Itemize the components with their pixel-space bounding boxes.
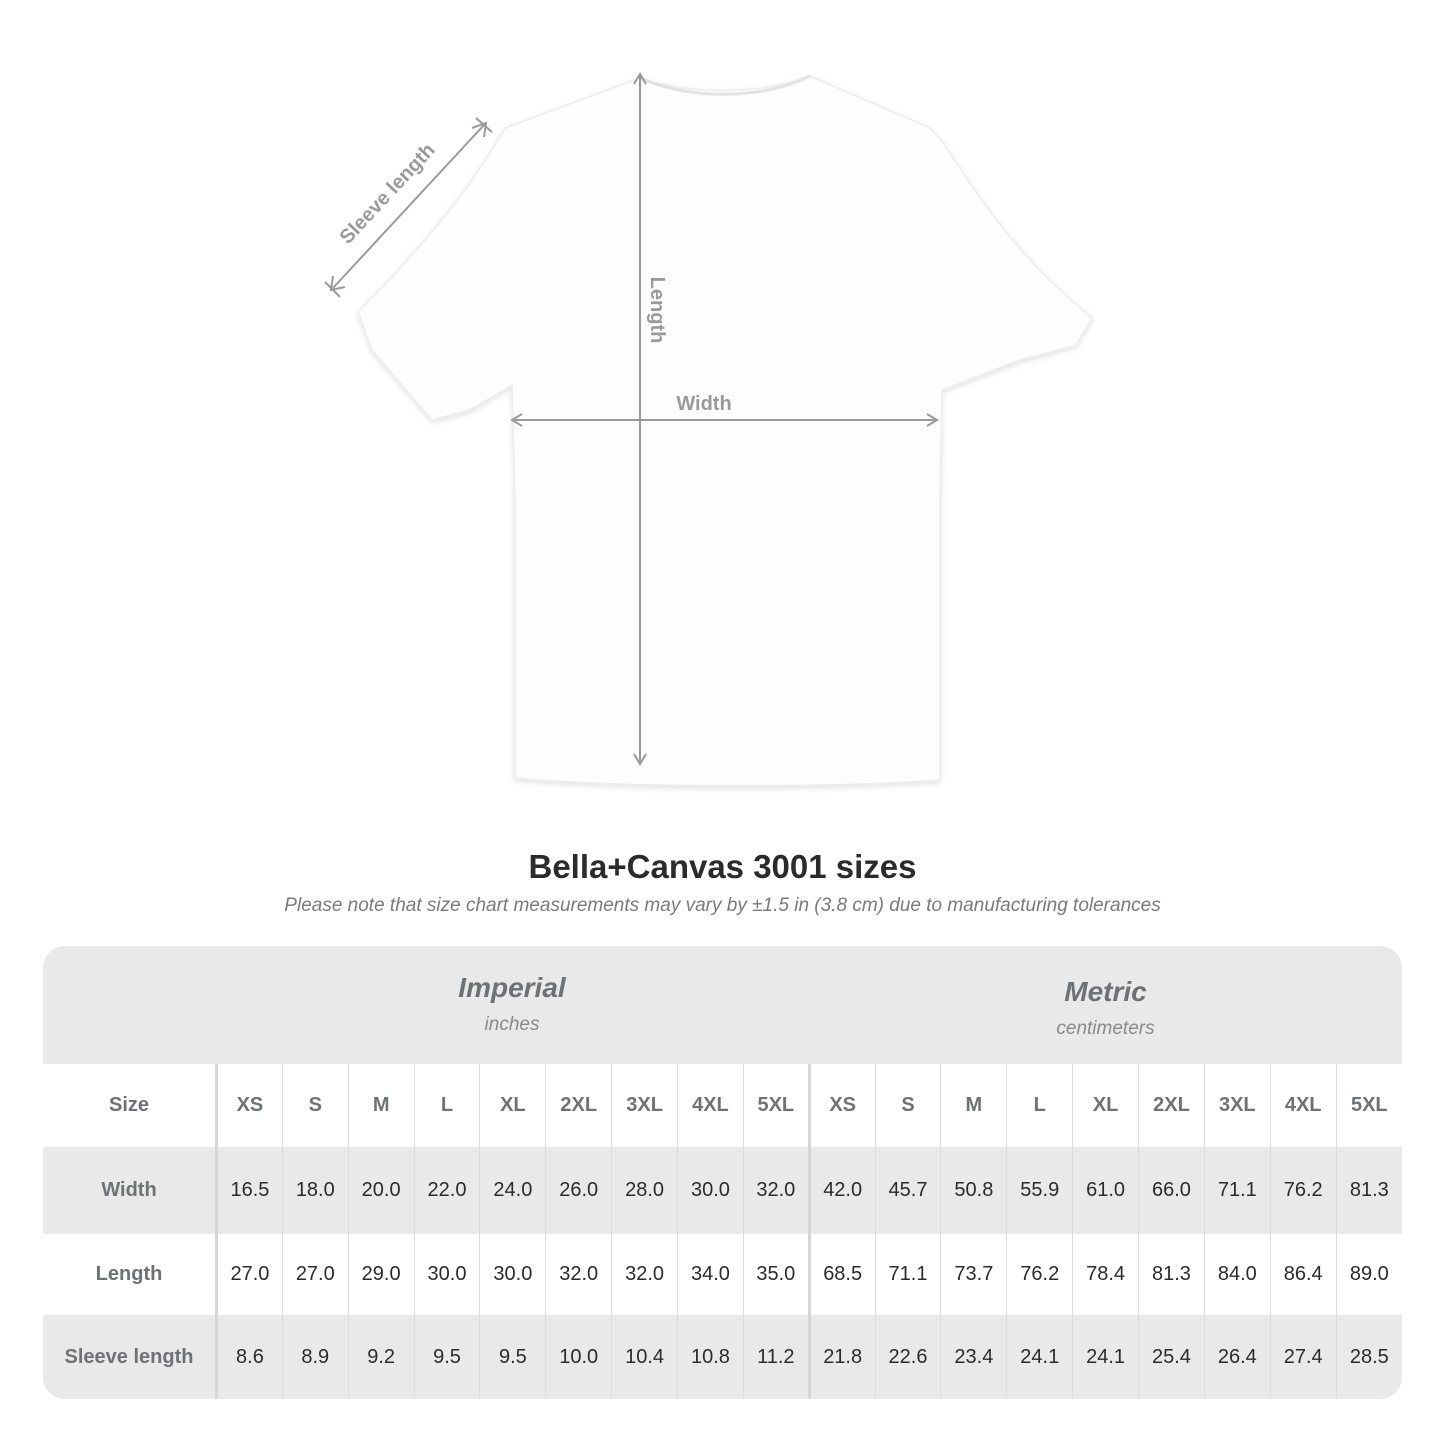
imperial-value-cell: 9.5 — [479, 1315, 546, 1399]
imperial-size-L: L — [413, 1064, 480, 1147]
metric-size-5XL: 5XL — [1335, 1064, 1402, 1147]
imperial-value-cell: 24.0 — [479, 1147, 546, 1234]
metric-value-cell: 78.4 — [1072, 1234, 1139, 1315]
imperial-value-cell: 9.5 — [413, 1315, 480, 1399]
imperial-value-cell: 35.0 — [742, 1234, 810, 1315]
metric-value-cell: 89.0 — [1335, 1234, 1402, 1315]
imperial-value-cell: 27.0 — [281, 1234, 349, 1315]
tolerance-note: Please note that size chart measurements… — [284, 895, 1161, 916]
metric-size-XS: XS — [807, 1064, 876, 1147]
imperial-value-cell: 10.8 — [677, 1315, 744, 1399]
size-label: Size — [43, 1064, 218, 1147]
metric-value-cell: 22.6 — [874, 1315, 941, 1399]
page-title: Bella+Canvas 3001 sizes — [528, 848, 917, 885]
metric-value-cell: 24.1 — [1072, 1315, 1139, 1399]
metric-value-cell: 61.0 — [1072, 1147, 1139, 1234]
metric-value-cell: 50.8 — [940, 1147, 1007, 1234]
metric-size-XL: XL — [1072, 1064, 1139, 1147]
metric-size-4XL: 4XL — [1269, 1064, 1337, 1147]
imperial-value-cell: 30.0 — [479, 1234, 546, 1315]
imperial-size-3XL: 3XL — [611, 1064, 678, 1147]
metric-size-S: S — [874, 1064, 941, 1147]
table-row: Length 27.0 27.0 29.0 30.0 30.0 32.0 32.0 34.0 35… — [43, 1234, 1402, 1315]
sleeve-length-label: Sleeve length — [336, 139, 440, 248]
imperial-value-cell: 29.0 — [347, 1234, 415, 1315]
imperial-size-XS: XS — [216, 1064, 283, 1147]
metric-size-2XL: 2XL — [1138, 1064, 1205, 1147]
row-label: Width — [43, 1147, 218, 1234]
imperial-value-cell: 32.0 — [611, 1234, 678, 1315]
metric-value-cell: 21.8 — [807, 1315, 876, 1399]
imperial-value-cell: 10.4 — [611, 1315, 678, 1399]
imperial-value-cell: 30.0 — [413, 1234, 480, 1315]
metric-value-cell: 25.4 — [1138, 1315, 1205, 1399]
metric-value-cell: 86.4 — [1269, 1234, 1337, 1315]
metric-value-cell: 73.7 — [940, 1234, 1007, 1315]
metric-value-cell: 81.3 — [1138, 1234, 1205, 1315]
metric-value-cell: 23.4 — [940, 1315, 1007, 1399]
imperial-value-cell: 16.5 — [216, 1147, 283, 1234]
imperial-value-cell: 9.2 — [347, 1315, 415, 1399]
size-chart: Imperial inches Metric centimeters Size X… — [43, 946, 1402, 1399]
imperial-size-M: M — [347, 1064, 415, 1147]
imperial-size-4XL: 4XL — [677, 1064, 744, 1147]
metric-header: Metric centimeters — [809, 946, 1402, 1094]
row-label: Sleeve length — [43, 1315, 218, 1399]
measure-lines — [324, 72, 939, 766]
metric-value-cell: 66.0 — [1138, 1147, 1205, 1234]
imperial-value-cell: 22.0 — [413, 1147, 480, 1234]
imperial-value-cell: 27.0 — [216, 1234, 283, 1315]
table-row: Width 16.5 18.0 20.0 22.0 24.0 26.0 28.0 30.0 32.… — [43, 1147, 1402, 1234]
imperial-header: Imperial inches — [215, 946, 809, 1090]
metric-value-cell: 71.1 — [874, 1234, 941, 1315]
imperial-value-cell: 8.6 — [216, 1315, 283, 1399]
imperial-size-S: S — [281, 1064, 349, 1147]
metric-value-cell: 76.2 — [1006, 1234, 1073, 1315]
imperial-value-cell: 32.0 — [742, 1147, 810, 1234]
metric-title: Metric — [1064, 976, 1147, 1007]
metric-value-cell: 55.9 — [1006, 1147, 1073, 1234]
metric-value-cell: 81.3 — [1335, 1147, 1402, 1234]
metric-size-M: M — [940, 1064, 1007, 1147]
metric-unit: centimeters — [1056, 1018, 1155, 1039]
metric-value-cell: 45.7 — [874, 1147, 941, 1234]
imperial-value-cell: 28.0 — [611, 1147, 678, 1234]
metric-value-cell: 24.1 — [1006, 1315, 1073, 1399]
imperial-value-cell: 8.9 — [281, 1315, 349, 1399]
metric-value-cell: 42.0 — [807, 1147, 876, 1234]
imperial-title: Imperial — [458, 972, 566, 1003]
tshirt-shape — [357, 75, 1093, 787]
width-label: Width — [676, 393, 731, 415]
imperial-value-cell: 11.2 — [742, 1315, 810, 1399]
imperial-size-5XL: 5XL — [742, 1064, 810, 1147]
metric-value-cell: 76.2 — [1269, 1147, 1337, 1234]
imperial-unit: inches — [484, 1014, 540, 1035]
metric-value-cell: 28.5 — [1335, 1315, 1402, 1399]
imperial-value-cell: 34.0 — [677, 1234, 744, 1315]
size-table: Size XS S M L XL 2XL 3XL 4XL 5XL XS S M L XL 2XL 3XL 4XL 5… — [43, 1064, 1402, 1399]
metric-size-L: L — [1006, 1064, 1073, 1147]
imperial-size-2XL: 2XL — [545, 1064, 612, 1147]
row-label: Length — [43, 1234, 218, 1315]
imperial-value-cell: 18.0 — [281, 1147, 349, 1234]
metric-value-cell: 84.0 — [1203, 1234, 1271, 1315]
imperial-size-XL: XL — [479, 1064, 546, 1147]
imperial-value-cell: 32.0 — [545, 1234, 612, 1315]
metric-value-cell: 71.1 — [1203, 1147, 1271, 1234]
imperial-value-cell: 30.0 — [677, 1147, 744, 1234]
tshirt-diagram: Sleeve length Length Width — [324, 72, 1093, 787]
imperial-value-cell: 26.0 — [545, 1147, 612, 1234]
metric-value-cell: 26.4 — [1203, 1315, 1271, 1399]
table-row: Sleeve length 8.6 8.9 9.2 9.5 9.5 10.0 10.4 10.8… — [43, 1315, 1402, 1399]
size-header-row: Size XS S M L XL 2XL 3XL 4XL 5XL XS S M L XL 2XL 3XL 4XL 5… — [43, 1064, 1402, 1147]
imperial-value-cell: 10.0 — [545, 1315, 612, 1399]
metric-size-3XL: 3XL — [1203, 1064, 1271, 1147]
metric-value-cell: 27.4 — [1269, 1315, 1337, 1399]
metric-value-cell: 68.5 — [807, 1234, 876, 1315]
length-label: Length — [646, 277, 668, 344]
imperial-value-cell: 20.0 — [347, 1147, 415, 1234]
